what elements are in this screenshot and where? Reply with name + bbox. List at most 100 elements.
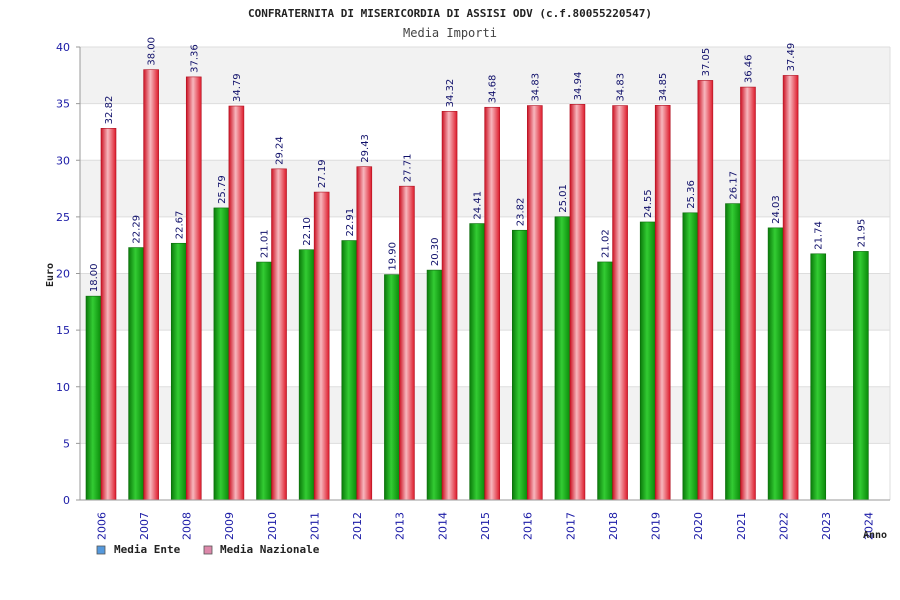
data-label: 34.94 [573, 72, 584, 101]
x-tick-label: 2014 [436, 512, 449, 540]
data-label: 24.03 [771, 195, 782, 224]
data-label: 27.71 [402, 154, 413, 183]
x-tick-label: 2018 [607, 512, 620, 540]
data-label: 25.36 [686, 180, 697, 209]
x-tick-label: 2021 [735, 512, 748, 540]
data-label: 34.32 [445, 79, 456, 108]
data-label: 22.29 [132, 215, 143, 244]
data-label: 24.41 [473, 191, 484, 220]
bars [85, 69, 869, 501]
bar-media-nazionale [228, 105, 245, 501]
x-tick-label: 2017 [564, 512, 577, 540]
x-tick-label: 2009 [223, 512, 236, 540]
data-label: 34.83 [616, 73, 627, 102]
bar-media-ente [725, 203, 741, 501]
data-label: 21.95 [856, 219, 867, 248]
data-label: 25.01 [558, 184, 569, 213]
data-label: 37.49 [786, 43, 797, 72]
bar-media-ente [853, 251, 869, 501]
bar-media-nazionale [399, 185, 415, 501]
x-tick-label: 2006 [95, 512, 108, 540]
data-label: 32.82 [104, 96, 115, 125]
data-label: 22.91 [345, 208, 356, 237]
y-tick-label: 30 [56, 154, 70, 167]
bar-media-nazionale [697, 80, 714, 501]
bar-media-ente [682, 212, 699, 501]
bar-media-ente [469, 223, 485, 501]
x-tick-label: 2013 [394, 512, 407, 540]
bar-media-ente [384, 274, 400, 501]
bar-media-nazionale [441, 111, 458, 501]
bar-media-nazionale [143, 69, 159, 501]
y-tick-label: 35 [56, 98, 70, 111]
bar-media-ente [554, 216, 571, 501]
bar-media-nazionale [740, 86, 756, 501]
data-label: 34.83 [530, 73, 541, 102]
x-tick-label: 2015 [479, 512, 492, 540]
x-tick-label: 2010 [266, 512, 279, 540]
legend-swatch-media-ente [96, 545, 106, 555]
bar-media-nazionale [271, 168, 287, 501]
legend-swatch-media-nazionale [203, 545, 213, 555]
y-tick-label: 20 [56, 268, 70, 281]
data-label: 19.90 [387, 242, 398, 271]
data-label: 20.30 [430, 237, 441, 266]
data-label: 23.82 [515, 198, 526, 227]
x-tick-label: 2020 [692, 512, 705, 540]
bar-media-ente [639, 221, 656, 501]
data-label: 22.67 [174, 211, 185, 240]
x-tick-label: 2016 [522, 512, 535, 540]
legend-label-media-nazionale: Media Nazionale [220, 543, 320, 556]
bar-media-ente [170, 242, 187, 501]
data-label: 27.19 [317, 159, 328, 188]
y-tick-label: 15 [56, 324, 70, 337]
data-label: 25.79 [217, 175, 228, 204]
chart-subtitle: Media Importi [403, 26, 497, 40]
bar-media-nazionale [484, 106, 500, 501]
y-tick-label: 10 [56, 381, 70, 394]
bar-media-ente [767, 227, 784, 501]
legend-label-media-ente: Media Ente [114, 543, 181, 556]
bar-media-ente [597, 261, 613, 501]
bar-media-ente [298, 249, 315, 501]
x-axis-ticks: 2006 2007 2008 2009 2010 2011 2012 2013 2014 2015… [95, 512, 875, 540]
bar-media-ente [426, 269, 443, 501]
data-label: 29.24 [275, 136, 286, 165]
data-label: 22.10 [302, 217, 313, 246]
data-label: 34.85 [658, 73, 669, 102]
bar-media-nazionale [356, 166, 373, 501]
y-tick-label: 40 [56, 41, 70, 54]
data-label: 38.00 [147, 37, 158, 66]
bar-media-ente [341, 240, 358, 501]
data-label: 34.68 [488, 75, 499, 104]
bar-media-ente [85, 295, 102, 501]
bar-media-ente [256, 261, 272, 501]
x-tick-label: 2011 [308, 512, 321, 540]
x-tick-label: 2023 [820, 512, 833, 540]
data-label: 36.46 [743, 54, 754, 83]
data-label: 21.02 [601, 229, 612, 258]
y-tick-label: 0 [63, 494, 70, 507]
bar-media-nazionale [654, 105, 671, 501]
bar-media-nazionale [782, 75, 799, 501]
bar-media-nazionale [313, 191, 330, 501]
legend: Media Ente Media Nazionale [96, 543, 320, 556]
bar-media-ente [810, 253, 827, 501]
data-label: 34.79 [232, 73, 243, 102]
y-axis-label: Euro [45, 263, 56, 287]
x-tick-label: 2007 [138, 512, 151, 540]
x-tick-label: 2022 [777, 512, 790, 540]
bar-media-nazionale [612, 105, 628, 501]
y-tick-label: 5 [63, 437, 70, 450]
data-label: 21.74 [814, 221, 825, 250]
bar-media-ente [512, 229, 528, 501]
x-tick-label: 2019 [650, 512, 663, 540]
y-tick-label: 25 [56, 211, 70, 224]
bar-media-ente [213, 207, 230, 501]
x-tick-label: 2008 [181, 512, 194, 540]
x-tick-label: 2012 [351, 512, 364, 540]
x-axis-label: Anno [863, 530, 887, 541]
bar-media-nazionale [185, 76, 202, 501]
x-tick-label: 2024 [863, 512, 876, 540]
